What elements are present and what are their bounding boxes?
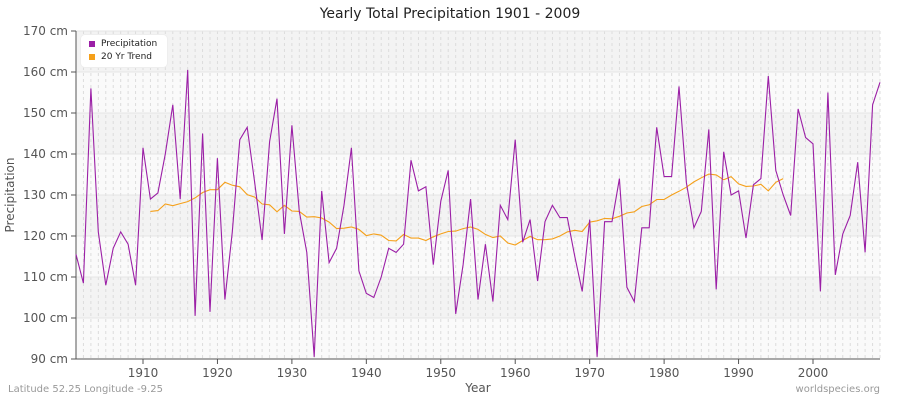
trend-swatch-icon bbox=[89, 53, 95, 60]
legend: Precipitation 20 Yr Trend bbox=[80, 34, 169, 68]
svg-text:150 cm: 150 cm bbox=[23, 106, 68, 120]
svg-text:120 cm: 120 cm bbox=[23, 229, 68, 243]
svg-text:1950: 1950 bbox=[426, 366, 457, 380]
svg-text:Year: Year bbox=[464, 381, 490, 395]
svg-text:160 cm: 160 cm bbox=[23, 65, 68, 79]
svg-text:1960: 1960 bbox=[500, 366, 531, 380]
svg-text:2000: 2000 bbox=[798, 366, 829, 380]
svg-text:100 cm: 100 cm bbox=[23, 311, 68, 325]
legend-item-precipitation: Precipitation bbox=[89, 38, 157, 51]
svg-text:130 cm: 130 cm bbox=[23, 188, 68, 202]
source-credit: worldspecies.org bbox=[795, 384, 880, 395]
svg-text:1970: 1970 bbox=[574, 366, 605, 380]
svg-text:1910: 1910 bbox=[128, 366, 159, 380]
svg-text:Precipitation: Precipitation bbox=[3, 157, 17, 232]
svg-text:170 cm: 170 cm bbox=[23, 24, 68, 38]
chart-title: Yearly Total Precipitation 1901 - 2009 bbox=[319, 6, 581, 22]
svg-text:1990: 1990 bbox=[723, 366, 754, 380]
svg-text:90 cm: 90 cm bbox=[31, 352, 68, 366]
svg-text:1980: 1980 bbox=[649, 366, 680, 380]
svg-text:1940: 1940 bbox=[351, 366, 382, 380]
coordinates-caption: Latitude 52.25 Longitude -9.25 bbox=[8, 384, 163, 395]
svg-text:110 cm: 110 cm bbox=[23, 270, 68, 284]
precipitation-swatch-icon bbox=[89, 40, 95, 47]
legend-item-trend: 20 Yr Trend bbox=[89, 51, 157, 64]
svg-text:140 cm: 140 cm bbox=[23, 147, 68, 161]
svg-text:1920: 1920 bbox=[202, 366, 233, 380]
svg-text:1930: 1930 bbox=[277, 366, 308, 380]
